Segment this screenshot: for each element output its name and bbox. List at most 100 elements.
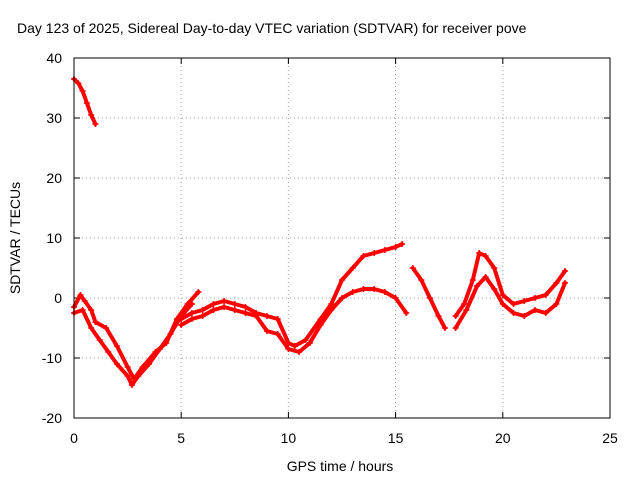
data-point: [221, 298, 228, 304]
data-point: [561, 280, 568, 286]
x-tick-label: 10: [281, 430, 297, 446]
data-point: [349, 265, 356, 271]
y-tick-label: -20: [42, 410, 62, 426]
data-point: [561, 268, 568, 274]
series-line-1: [72, 77, 98, 126]
data-point: [399, 241, 406, 247]
data-point: [360, 253, 367, 259]
data-point: [441, 325, 448, 331]
data-point: [124, 364, 131, 370]
data-point: [274, 316, 281, 322]
data-point: [302, 337, 309, 343]
data-point: [124, 373, 131, 379]
data-point: [521, 313, 528, 319]
data-point: [461, 301, 468, 307]
data-point: [542, 292, 549, 298]
data-point: [499, 292, 506, 298]
data-point: [482, 274, 489, 280]
data-point: [531, 307, 538, 313]
data-point: [242, 310, 249, 316]
data-point: [499, 301, 506, 307]
data-point: [88, 307, 95, 313]
data-point: [482, 253, 489, 259]
data-point: [339, 295, 345, 301]
x-tick-label: 20: [495, 430, 511, 446]
data-point: [188, 316, 195, 322]
data-point: [491, 265, 498, 271]
data-point: [553, 301, 560, 307]
data-point: [491, 286, 498, 292]
data-point: [77, 292, 84, 298]
data-point: [167, 331, 174, 337]
data-point: [199, 307, 206, 313]
grid-layer: [74, 58, 610, 418]
data-point: [469, 277, 476, 283]
data-point: [531, 295, 538, 301]
series-layer: [71, 76, 568, 388]
y-tick-label: 10: [46, 230, 62, 246]
data-point: [474, 283, 481, 289]
data-point: [510, 310, 517, 316]
x-tick-label: 15: [388, 430, 404, 446]
y-tick-label: 40: [46, 50, 62, 66]
data-point: [188, 301, 195, 307]
data-point: [435, 313, 442, 319]
data-point: [242, 304, 249, 310]
data-point: [231, 301, 238, 307]
data-point: [349, 289, 356, 295]
data-point: [418, 277, 425, 283]
data-point: [285, 346, 292, 352]
series-line-7: [453, 251, 567, 318]
data-point: [371, 286, 378, 292]
y-tick-label: 30: [46, 110, 62, 126]
tick-layer: 0 5 10 15 20 25 -20 -10 0 10 20 30 40: [42, 50, 618, 446]
data-point: [96, 337, 103, 343]
chart-title: Day 123 of 2025, Sidereal Day-to-day VTE…: [17, 20, 527, 36]
data-point: [92, 319, 99, 325]
data-point: [221, 304, 228, 310]
data-point: [146, 361, 153, 367]
series-line-4: [179, 242, 404, 348]
data-point: [510, 301, 517, 307]
data-point: [339, 277, 345, 283]
data-point: [113, 361, 120, 367]
data-point: [296, 349, 303, 355]
series-line-2: [72, 290, 201, 381]
data-point: [452, 313, 459, 319]
series-line-8: [453, 275, 567, 330]
data-point: [92, 121, 99, 127]
data-point: [381, 247, 388, 253]
data-point: [231, 307, 238, 313]
plot-frame: [73, 57, 611, 419]
data-point: [253, 313, 260, 319]
y-tick-label: 20: [46, 170, 62, 186]
data-point: [274, 331, 281, 337]
data-point: [381, 289, 388, 295]
data-point: [156, 346, 163, 352]
data-point: [188, 310, 195, 316]
x-axis-label: GPS time / hours: [287, 458, 394, 474]
data-point: [463, 307, 470, 313]
data-point: [392, 244, 399, 250]
data-point: [553, 280, 560, 286]
x-tick-label: 25: [602, 430, 618, 446]
data-point: [199, 313, 206, 319]
y-axis-label: SDTVAR / TECUs: [7, 182, 23, 294]
data-point: [328, 301, 335, 307]
data-point: [306, 340, 313, 346]
series-line-3: [72, 302, 194, 387]
x-tick-label: 0: [70, 430, 78, 446]
data-point: [88, 325, 95, 331]
data-point: [195, 289, 202, 295]
data-point: [521, 298, 528, 304]
data-point: [409, 265, 416, 271]
data-point: [128, 382, 135, 388]
series-line-5: [179, 287, 409, 354]
data-point: [371, 250, 378, 256]
data-point: [210, 307, 217, 313]
data-point: [103, 325, 110, 331]
data-point: [542, 310, 549, 316]
data-point: [79, 307, 86, 313]
data-point: [317, 322, 324, 328]
